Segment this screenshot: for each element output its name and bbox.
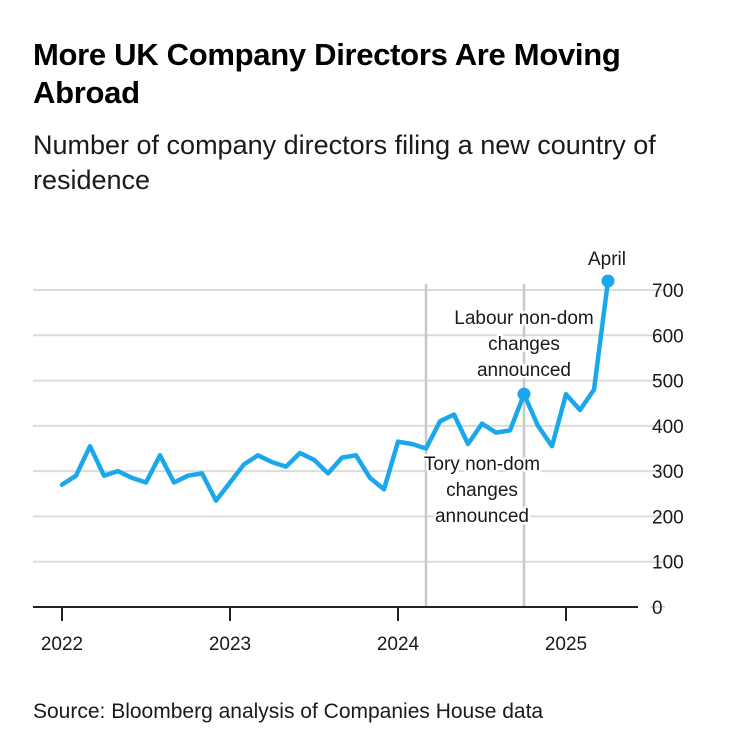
y-tick-label: 0 — [652, 598, 663, 619]
annotation-lines — [424, 284, 526, 607]
y-tick-label: 400 — [652, 417, 684, 438]
grid-lines — [33, 289, 665, 608]
x-tick-label: 2024 — [377, 634, 420, 655]
chart-title: More UK Company Directors Are Moving Abr… — [33, 37, 621, 110]
series-line — [59, 278, 611, 503]
y-tick-label: 300 — [652, 462, 684, 483]
x-tick-label: 2023 — [209, 634, 251, 655]
y-axis-labels: 0 100 200 300 400 500 600 700 — [652, 281, 684, 619]
y-tick-label: 100 — [652, 553, 684, 574]
annotation-tory: Tory non-dom — [424, 454, 540, 475]
source-note: Source: Bloomberg analysis of Companies … — [33, 700, 544, 723]
x-axis-labels: 2022 2023 2024 2025 — [41, 634, 587, 655]
point-marker — [601, 274, 615, 288]
y-tick-label: 700 — [652, 281, 684, 302]
annotation-april: April — [588, 249, 626, 270]
annotation-labour: Labour non-dom — [454, 308, 593, 329]
y-tick-label: 200 — [652, 507, 684, 528]
annotation-labour: announced — [477, 360, 571, 381]
annotation-tory: announced — [435, 506, 529, 527]
annotation-labour: changes — [488, 334, 560, 355]
annotation-tory: changes — [446, 480, 518, 501]
x-tick-label: 2022 — [41, 634, 83, 655]
x-axis — [33, 606, 638, 621]
y-tick-label: 500 — [652, 372, 684, 393]
y-tick-label: 600 — [652, 326, 684, 347]
chart-subtitle: Number of company directors filing a new… — [33, 130, 656, 195]
annotation-labels: Tory non-dom changes announced Labour non-d… — [421, 247, 628, 530]
markers — [517, 274, 615, 401]
x-tick-label: 2025 — [545, 634, 587, 655]
point-marker — [517, 387, 531, 401]
